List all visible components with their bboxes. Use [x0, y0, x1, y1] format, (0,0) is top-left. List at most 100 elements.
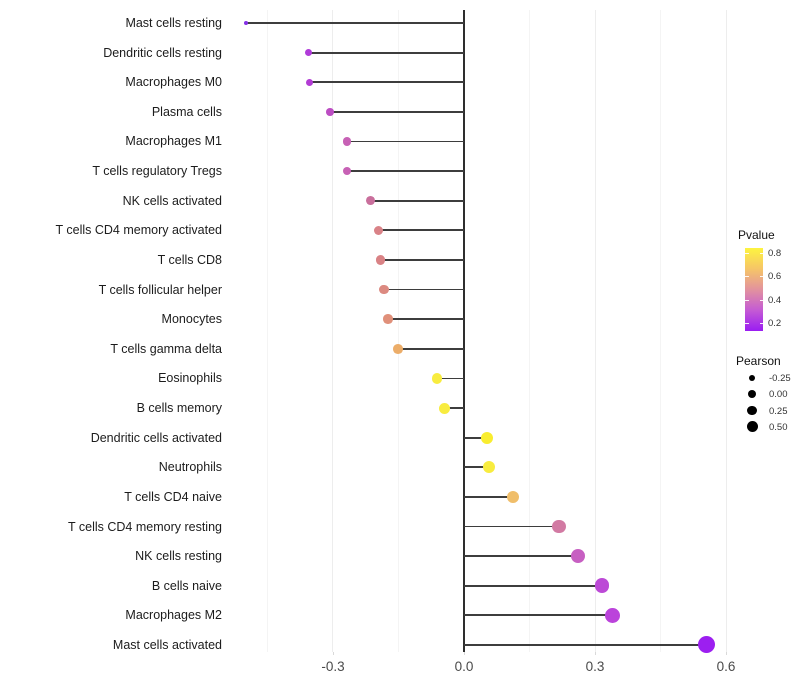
lollipop-dot [365, 196, 375, 206]
category-label: Macrophages M2 [125, 608, 222, 623]
size-legend-dot [746, 421, 758, 433]
category-label: Plasma cells [151, 104, 222, 119]
lollipop-stick [346, 170, 464, 172]
category-label: B cells memory [136, 401, 222, 416]
pearson-legend-title: Pearson [736, 354, 781, 368]
lollipop-dot [342, 166, 352, 176]
category-label: T cells CD4 memory activated [55, 223, 223, 238]
category-label: NK cells activated [122, 193, 222, 208]
x-tick-label: 0.6 [716, 659, 736, 674]
lollipop-stick [464, 436, 488, 439]
lollipop-stick [380, 259, 464, 261]
lollipop-stick [464, 466, 489, 469]
category-label: T cells follicular helper [98, 282, 222, 297]
lollipop-dot [552, 519, 567, 534]
colorbar-tick [759, 322, 763, 324]
lollipop-dot [594, 578, 610, 594]
lollipop-dot [431, 373, 443, 384]
colorbar-tick-label: 0.2 [768, 317, 782, 329]
size-legend-label: -0.25 [769, 373, 791, 384]
gridline-minor [266, 10, 268, 652]
category-label: T cells CD4 naive [124, 489, 222, 504]
category-label: Neutrophils [158, 460, 222, 475]
category-label: Monocytes [161, 312, 222, 327]
category-label: Macrophages M1 [125, 134, 222, 149]
lollipop-dot [481, 431, 494, 444]
x-tick-label: 0.3 [585, 659, 605, 674]
category-label: Dendritic cells activated [90, 430, 222, 445]
category-label: T cells gamma delta [110, 341, 222, 356]
colorbar-tick [759, 253, 763, 254]
lollipop-stick [436, 377, 464, 380]
colorbar-tick [759, 276, 763, 278]
lollipop-dot [306, 78, 314, 86]
colorbar-tick [745, 276, 749, 278]
lollipop-stick [378, 229, 464, 232]
lollipop-dot [375, 255, 385, 265]
lollipop-stick [370, 199, 464, 202]
gridline-major [725, 10, 727, 652]
size-legend-label: 0.00 [769, 389, 788, 401]
category-label: Eosinophils [158, 371, 222, 386]
colorbar-tick [759, 299, 763, 301]
category-label: NK cells resting [135, 549, 222, 564]
lollipop-dot [383, 314, 393, 324]
gridline-minor [660, 10, 661, 652]
gridline-major [332, 10, 334, 652]
colorbar-tick [745, 322, 749, 324]
x-tick-mark [726, 652, 728, 655]
x-tick-mark [595, 652, 596, 655]
category-label: Mast cells resting [125, 16, 222, 30]
lollipop-stick [464, 584, 602, 587]
lollipop-dot [604, 607, 620, 623]
lollipop-stick [464, 496, 513, 498]
pvalue-colorbar [745, 248, 763, 331]
x-tick-mark [332, 652, 334, 655]
lollipop-dot [482, 461, 495, 474]
category-label: Dendritic cells resting [103, 45, 222, 60]
gridline-minor [397, 10, 399, 652]
colorbar-tick-label: 0.6 [768, 271, 782, 283]
lollipop-dot [393, 343, 403, 354]
lollipop-stick [464, 644, 707, 646]
lollipop-stick [464, 525, 560, 528]
lollipop-dot [305, 49, 313, 57]
category-label: Mast cells activated [112, 637, 222, 652]
x-tick-mark [464, 652, 465, 655]
size-legend-label: 0.25 [769, 405, 788, 417]
colorbar-tick-label: 0.4 [768, 294, 782, 306]
lollipop-dot [342, 137, 352, 146]
pvalue-legend-title: Pvalue [738, 228, 775, 242]
lollipop-dot [379, 284, 389, 295]
colorbar-tick-label: 0.8 [768, 248, 782, 259]
lollipop-stick [308, 51, 464, 54]
category-label: T cells regulatory Tregs [92, 164, 222, 179]
lollipop-dot [570, 549, 586, 564]
x-tick-label: -0.3 [321, 659, 345, 674]
category-label: T cells CD4 memory resting [68, 519, 222, 534]
size-legend-dot [748, 390, 756, 399]
gridline-major [594, 10, 596, 652]
lollipop-dot [698, 636, 716, 654]
lollipop-stick [346, 140, 464, 143]
category-label: B cells naive [151, 578, 222, 593]
lollipop-stick [329, 110, 464, 113]
lollipop-dot [326, 108, 334, 116]
lollipop-stick [464, 555, 578, 558]
lollipop-dot [439, 402, 451, 414]
lollipop-stick [388, 318, 464, 321]
zero-axis-line [463, 10, 465, 652]
lollipop-stick [245, 22, 464, 24]
size-legend-dot [747, 405, 757, 416]
x-tick-label: 0.0 [454, 659, 474, 674]
lollipop-dot [243, 20, 248, 26]
category-label: Macrophages M0 [125, 75, 222, 90]
lollipop-stick [464, 614, 613, 617]
category-label: T cells CD8 [157, 252, 222, 267]
colorbar-tick [745, 253, 749, 254]
lollipop-stick [309, 81, 464, 84]
lollipop-dot [506, 490, 520, 504]
colorbar-tick [745, 299, 749, 301]
size-legend-dot [748, 374, 756, 382]
